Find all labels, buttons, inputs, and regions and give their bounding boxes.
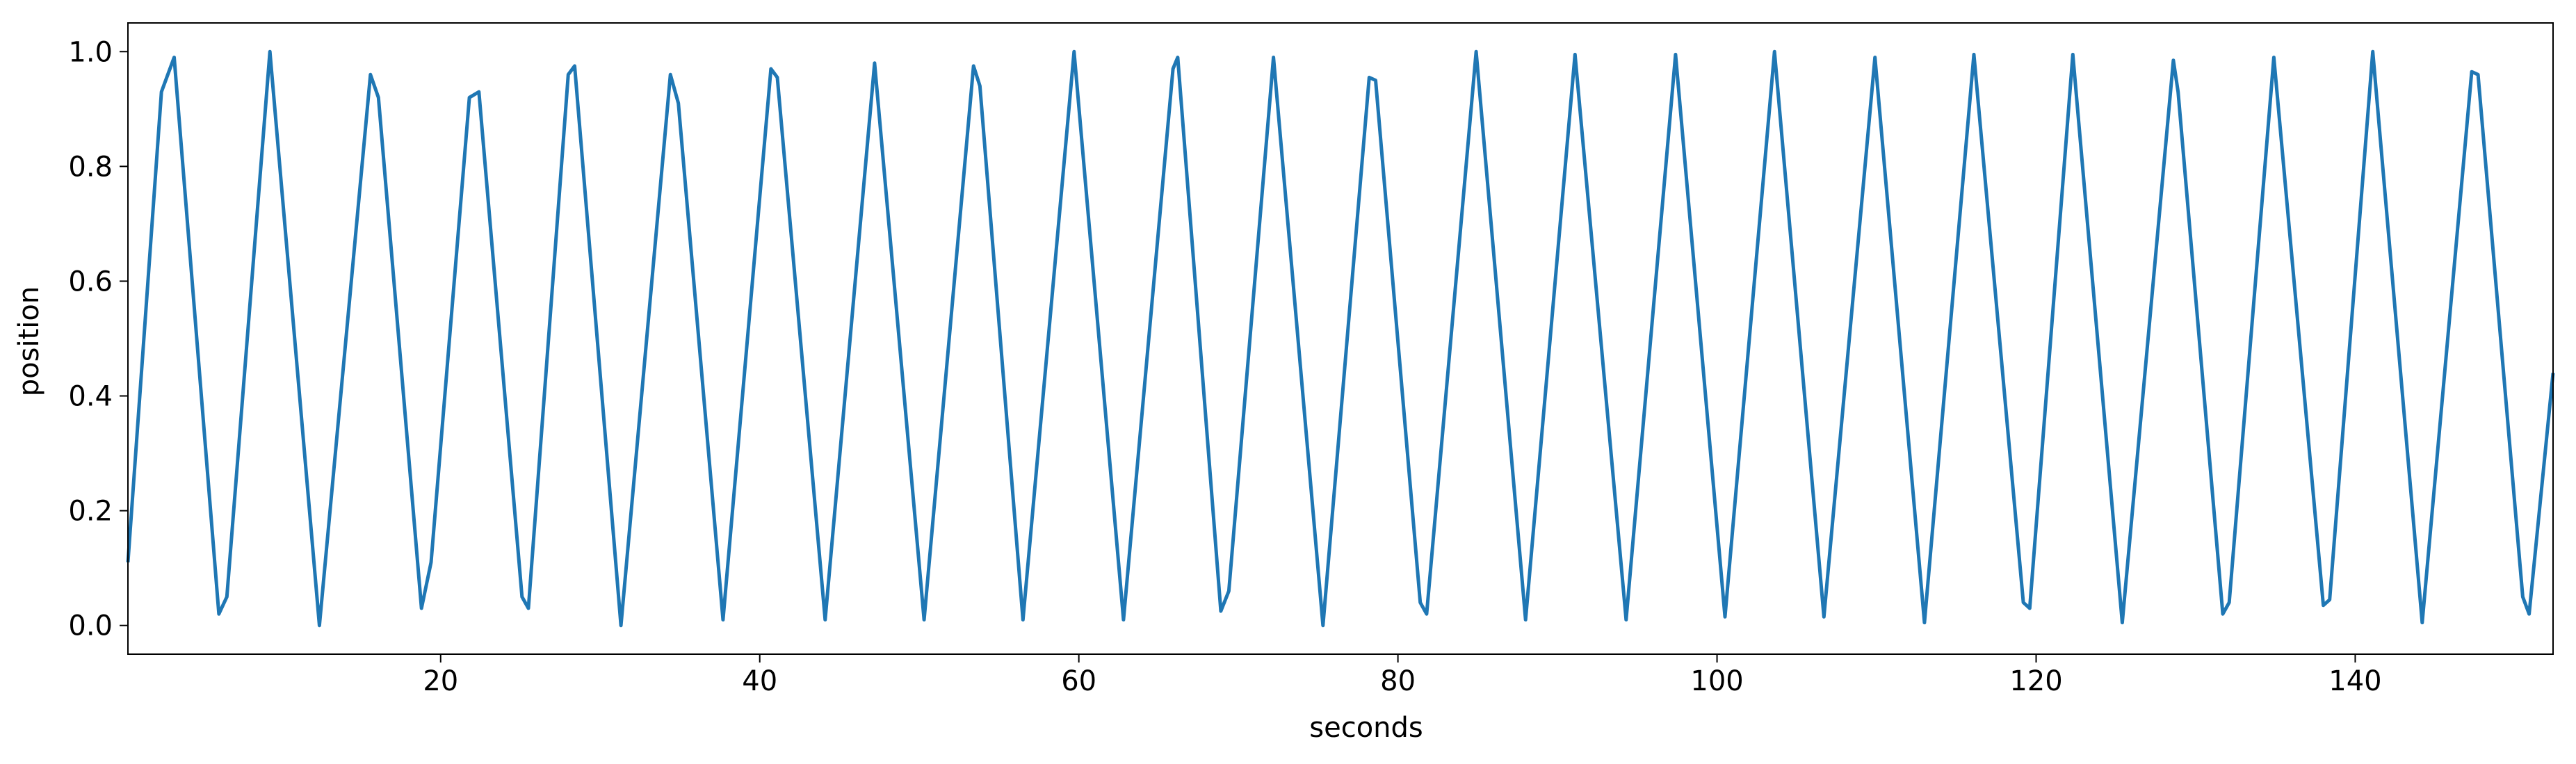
x-axis-label: seconds [1309, 712, 1423, 744]
x-tick-label: 100 [1690, 665, 1743, 697]
y-axis-label: position [13, 286, 45, 396]
x-tick-label: 80 [1380, 665, 1416, 697]
y-tick-label: 0.6 [68, 266, 113, 298]
plot-area: 20 40 60 80 100 120 140 0.0 0.2 0.4 0.6 0.8 1.0 [68, 22, 2555, 697]
x-tick-label: 20 [423, 665, 458, 697]
y-tick-label: 0.4 [68, 381, 113, 413]
y-tick-label: 0.2 [68, 496, 113, 528]
x-tick-label: 140 [2328, 665, 2381, 697]
y-tick-label: 0.8 [68, 151, 113, 183]
y-tick-label: 0.0 [68, 610, 113, 642]
x-tick-label: 60 [1061, 665, 1096, 697]
x-tick-label: 120 [2009, 665, 2062, 697]
x-tick-label: 40 [742, 665, 777, 697]
series-line-0 [126, 49, 2555, 628]
y-tick-label: 1.0 [68, 36, 113, 68]
axes-frame [127, 22, 2554, 655]
